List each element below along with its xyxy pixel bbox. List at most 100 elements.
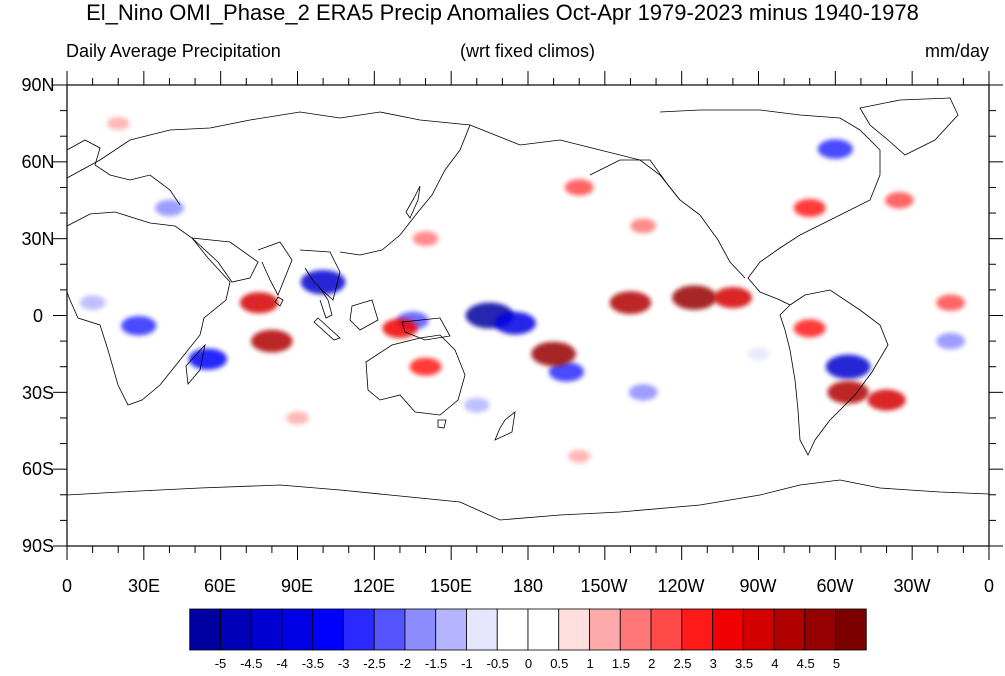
colorbar-label: -2 [400,656,412,671]
anomaly-patch [817,139,853,159]
longitude-labels: 0 30E 60E 90E 120E 150E 180 150W 120W 90… [62,576,994,596]
anomaly-patch [628,384,658,401]
lat-label: 90S [22,536,54,556]
colorbar-box [343,608,375,651]
anomaly-patch [747,347,770,361]
colorbar [189,608,867,651]
coast-newguinea [401,317,451,341]
colorbar-box [650,608,683,651]
anomaly-patch [793,198,826,217]
coast-africa [67,211,231,406]
coast-arabia [190,237,259,283]
anomaly-patch [884,192,914,209]
anomaly-patch [300,270,346,295]
lat-label: 0 [33,306,43,326]
colorbar-labels: -5 -4.5 -4 -3.5 -3 -2.5 -2 -1.5 -1 -0.5 … [215,656,840,671]
colorbar-label: -3.5 [302,656,324,671]
colorbar-box [773,608,806,651]
anomaly-patch [630,218,657,234]
colorbar-box [189,608,221,651]
lon-label: 150E [430,576,472,596]
anomaly-patch [412,231,439,247]
anomaly-patch [548,362,585,382]
lat-label: 30S [22,383,54,403]
anomaly-patch [793,319,826,338]
lat-label: 30N [21,229,54,249]
colorbar-box [466,608,498,651]
anomaly-patch [121,315,157,336]
subtitle-left: Daily Average Precipitation [66,41,281,61]
anomaly-patch [188,348,228,370]
anomaly-patch [409,357,442,376]
lon-label: 180 [513,576,543,596]
anomaly-patch [825,354,871,379]
coastlines [67,97,989,521]
colorbar-box [435,608,467,651]
colorbar-label: -1.5 [425,656,447,671]
colorbar-label: 3.5 [735,656,753,671]
colorbar-box [250,608,283,651]
colorbar-label: 0 [525,656,532,671]
colorbar-label: -4 [276,656,288,671]
colorbar-label: 2 [648,656,655,671]
anomaly-patch [286,411,309,425]
subtitle-right: mm/day [924,41,989,61]
colorbar-label: 1.5 [612,656,630,671]
anomaly-field [79,116,965,463]
anomaly-patch [713,286,753,309]
colorbar-label: -4.5 [240,656,262,671]
anomaly-patch [564,179,594,196]
colorbar-label: 4 [771,656,778,671]
colorbar-box [589,608,621,651]
latitude-labels: 90N 60N 30N 0 30S 60S 90S [21,75,54,556]
subtitle-center: (wrt fixed climos) [459,41,595,61]
colorbar-label: 4.5 [797,656,815,671]
colorbar-box [804,608,836,651]
lon-label: 90E [281,576,313,596]
lon-label: 90W [739,576,776,596]
colorbar-label: 5 [833,656,840,671]
anomaly-patch [827,380,869,404]
anomaly-patch [79,295,106,311]
colorbar-box [312,608,344,651]
lat-label: 60N [21,152,54,172]
coast-alaska [589,159,701,216]
coast-eastasia [339,124,471,256]
colorbar-box [220,608,252,651]
lon-label: 0 [984,576,994,596]
colorbar-box [558,608,590,651]
colorbar-label: -1 [461,656,473,671]
lat-label: 60S [22,459,54,479]
colorbar-box [681,608,713,651]
colorbar-label: 3 [710,656,717,671]
colorbar-label: 2.5 [673,656,691,671]
coast-europe [67,139,181,206]
coast-india [257,241,293,296]
figure-title: El_Nino OMI_Phase_2 ERA5 Precip Anomalie… [86,0,919,25]
anomaly-patch [251,329,293,353]
anomaly-patch [494,311,536,335]
anomaly-patch [531,341,577,367]
anomaly-patch [568,449,591,463]
colorbar-label: -5 [215,656,227,671]
colorbar-label: -3 [338,656,350,671]
colorbar-label: -0.5 [486,656,508,671]
lon-label: 60E [204,576,236,596]
lon-label: 60W [816,576,853,596]
coast-eurasia-north [67,111,681,201]
lat-label: 90N [21,75,54,95]
anomaly-patch [463,397,490,413]
colorbar-box [742,608,775,651]
coast-madagascar [185,343,206,385]
colorbar-label: 0.5 [550,656,568,671]
coast-sumatra [313,317,341,341]
coast-greenland [859,97,959,156]
lon-label: 150W [580,576,627,596]
anomaly-patch [155,199,184,217]
anomaly-patch [239,292,279,314]
anomaly-patch [936,332,965,350]
coast-antarctica [67,479,989,521]
coast-seasia [299,249,341,301]
lon-label: 120E [353,576,395,596]
